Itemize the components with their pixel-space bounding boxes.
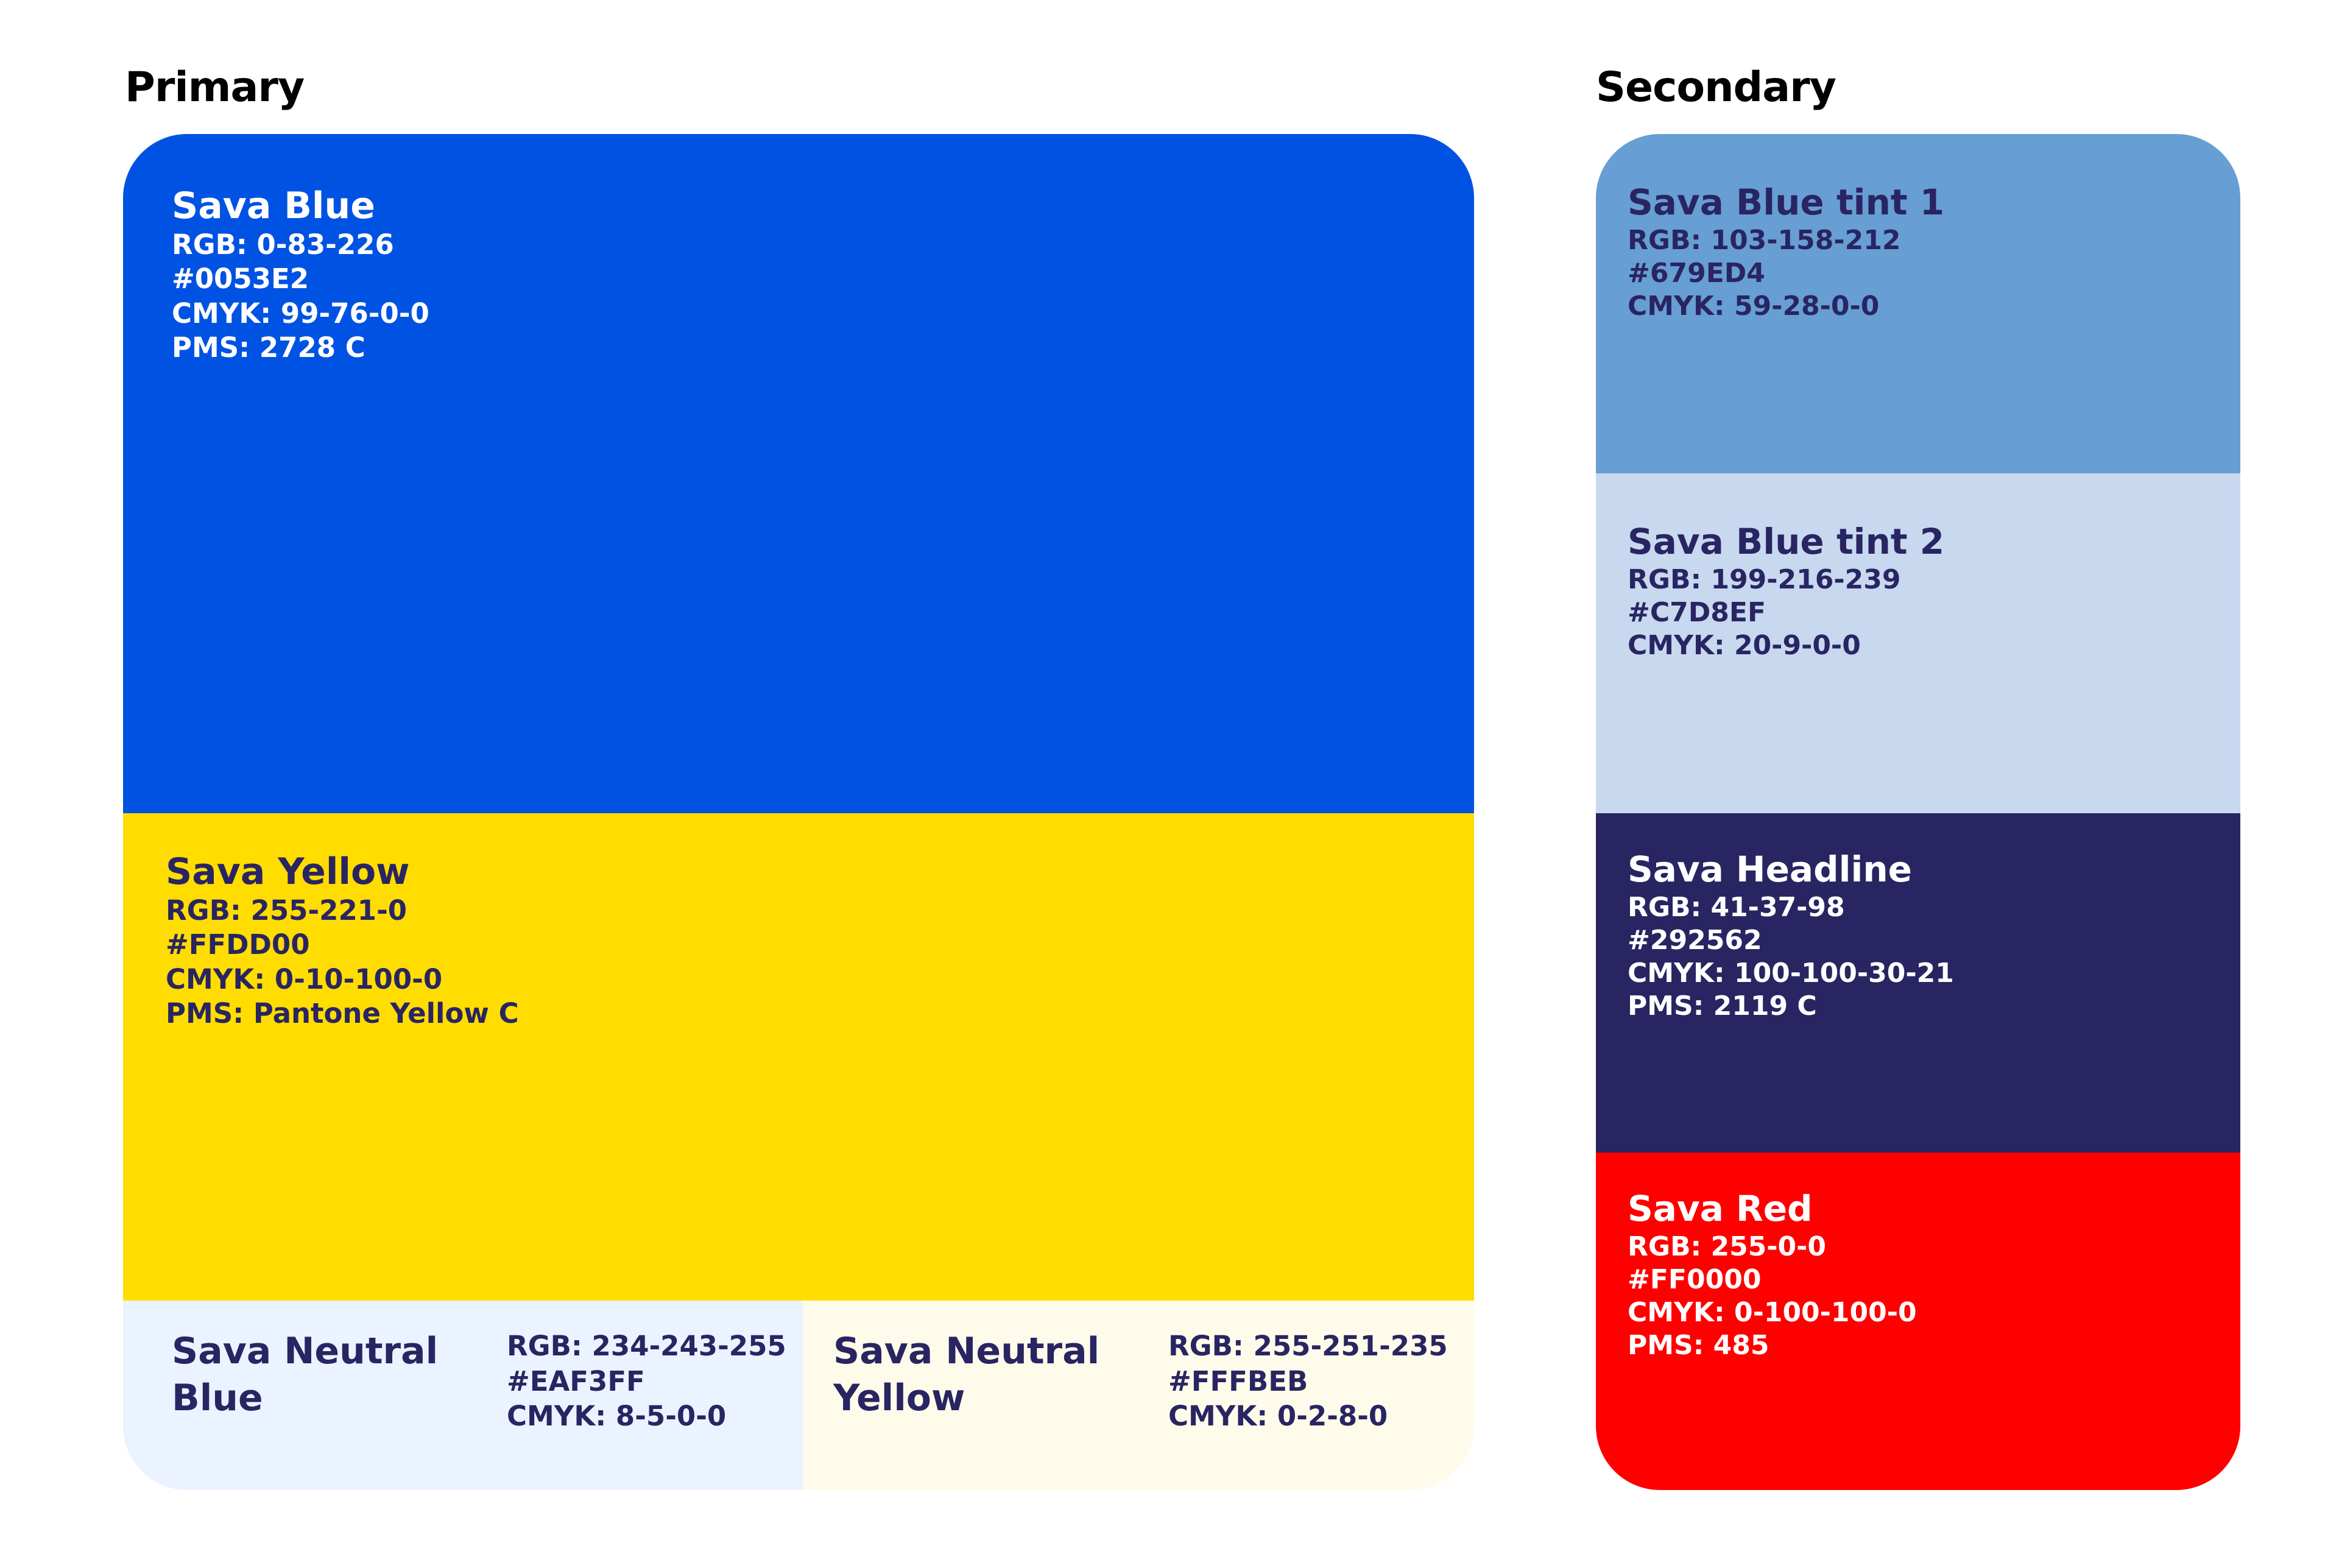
swatch-sava-blue: Sava Blue RGB: 0-83-226 #0053E2 CMYK: 99…	[123, 134, 1474, 813]
swatch-sava-blue-tint-1-text: Sava Blue tint 1 RGB: 103-158-212 #679ED…	[1628, 182, 1944, 323]
swatch-name: Sava Headline	[1628, 849, 1912, 890]
swatch-sava-blue-tint-2: Sava Blue tint 2 RGB: 199-216-239 #C7D8E…	[1596, 473, 2240, 813]
swatch-sava-red: Sava Red RGB: 255-0-0 #FF0000 CMYK: 0-10…	[1596, 1153, 2240, 1490]
swatch-cmyk: CMYK: 20-9-0-0	[1628, 629, 1861, 661]
swatch-pms: PMS: 485	[1628, 1329, 1769, 1361]
swatch-name: Sava Blue tint 2	[1628, 521, 1945, 562]
swatch-name: Sava Yellow	[166, 850, 410, 893]
swatch-name: Sava Neutral Yellow	[833, 1328, 1150, 1422]
swatch-cmyk: CMYK: 0-2-8-0	[1168, 1400, 1388, 1433]
swatch-name: Sava Blue	[172, 185, 375, 227]
swatch-name: Sava Red	[1628, 1188, 1813, 1229]
swatch-sava-yellow: Sava Yellow RGB: 255-221-0 #FFDD00 CMYK:…	[123, 813, 1474, 1301]
swatch-hex: #C7D8EF	[1628, 596, 1766, 628]
swatch-rgb: RGB: 199-216-239	[1628, 563, 1901, 595]
swatch-rgb: RGB: 41-37-98	[1628, 891, 1845, 923]
swatch-sava-blue-tint-1: Sava Blue tint 1 RGB: 103-158-212 #679ED…	[1596, 134, 2240, 473]
swatch-rgb: RGB: 0-83-226	[172, 228, 394, 261]
secondary-section-title: Secondary	[1596, 63, 1836, 111]
swatch-cmyk: CMYK: 99-76-0-0	[172, 297, 429, 330]
swatch-sava-headline-text: Sava Headline RGB: 41-37-98 #292562 CMYK…	[1628, 849, 1954, 1023]
swatch-info: RGB: 199-216-239 #C7D8EF CMYK: 20-9-0-0	[1628, 563, 1944, 662]
swatch-name-line: Sava Neutral	[833, 1330, 1100, 1372]
swatch-info: RGB: 0-83-226 #0053E2 CMYK: 99-76-0-0 PM…	[172, 228, 429, 365]
swatch-sava-blue-tint-2-text: Sava Blue tint 2 RGB: 199-216-239 #C7D8E…	[1628, 521, 1944, 662]
swatch-sava-blue-text: Sava Blue RGB: 0-83-226 #0053E2 CMYK: 99…	[172, 184, 429, 365]
swatch-hex: #FFFBEB	[1168, 1365, 1308, 1397]
swatch-hex: #292562	[1628, 924, 1762, 956]
swatch-info: RGB: 41-37-98 #292562 CMYK: 100-100-30-2…	[1628, 891, 1954, 1023]
swatch-cmyk: CMYK: 100-100-30-21	[1628, 957, 1954, 989]
swatch-info: RGB: 255-221-0 #FFDD00 CMYK: 0-10-100-0 …	[166, 894, 519, 1031]
swatch-sava-red-text: Sava Red RGB: 255-0-0 #FF0000 CMYK: 0-10…	[1628, 1188, 1917, 1362]
swatch-info: RGB: 234-243-255 #EAF3FF CMYK: 8-5-0-0	[507, 1329, 786, 1434]
swatch-name-line: Yellow	[833, 1376, 965, 1419]
swatch-hex: #EAF3FF	[507, 1365, 645, 1397]
swatch-rgb: RGB: 255-221-0	[166, 894, 407, 927]
swatch-sava-headline: Sava Headline RGB: 41-37-98 #292562 CMYK…	[1596, 813, 2240, 1153]
swatch-hex: #679ED4	[1628, 257, 1765, 289]
swatch-rgb: RGB: 255-0-0	[1628, 1231, 1827, 1262]
primary-section-title: Primary	[125, 63, 305, 111]
swatch-rgb: RGB: 234-243-255	[507, 1330, 786, 1362]
swatch-info: RGB: 255-0-0 #FF0000 CMYK: 0-100-100-0 P…	[1628, 1231, 1917, 1362]
swatch-cmyk: CMYK: 59-28-0-0	[1628, 290, 1880, 322]
swatch-rgb: RGB: 255-251-235	[1168, 1330, 1448, 1362]
swatch-pms: PMS: Pantone Yellow C	[166, 997, 519, 1029]
swatch-pms: PMS: 2728 C	[172, 331, 365, 364]
swatch-cmyk: CMYK: 0-10-100-0	[166, 962, 443, 995]
swatch-sava-yellow-text: Sava Yellow RGB: 255-221-0 #FFDD00 CMYK:…	[166, 850, 519, 1031]
swatch-name: Sava Blue tint 1	[1628, 182, 1945, 223]
swatch-rgb: RGB: 103-158-212	[1628, 224, 1901, 256]
primary-palette: Sava Blue RGB: 0-83-226 #0053E2 CMYK: 99…	[123, 134, 1474, 1490]
swatch-info: RGB: 255-251-235 #FFFBEB CMYK: 0-2-8-0	[1168, 1329, 1448, 1434]
swatch-name-line: Blue	[172, 1376, 263, 1419]
swatch-sava-neutral-blue: Sava Neutral Blue RGB: 234-243-255 #EAF3…	[123, 1301, 803, 1490]
secondary-palette: Sava Blue tint 1 RGB: 103-158-212 #679ED…	[1596, 134, 2240, 1490]
swatch-name: Sava Neutral Blue	[172, 1328, 489, 1422]
swatch-hex: #FF0000	[1628, 1263, 1762, 1295]
swatch-pms: PMS: 2119 C	[1628, 990, 1817, 1022]
swatch-name-line: Sava Neutral	[172, 1330, 439, 1372]
swatch-info: RGB: 103-158-212 #679ED4 CMYK: 59-28-0-0	[1628, 224, 1944, 323]
swatch-cmyk: CMYK: 8-5-0-0	[507, 1400, 727, 1433]
swatch-hex: #FFDD00	[166, 928, 310, 961]
swatch-sava-neutral-yellow: Sava Neutral Yellow RGB: 255-251-235 #FF…	[803, 1301, 1474, 1490]
swatch-hex: #0053E2	[172, 263, 309, 295]
swatch-cmyk: CMYK: 0-100-100-0	[1628, 1296, 1917, 1328]
